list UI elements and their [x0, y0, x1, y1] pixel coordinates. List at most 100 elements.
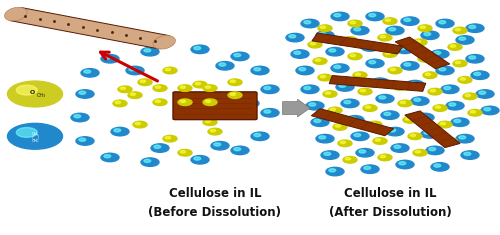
Circle shape	[418, 25, 432, 31]
Circle shape	[219, 63, 226, 66]
Circle shape	[151, 144, 169, 152]
Circle shape	[315, 59, 320, 61]
Circle shape	[154, 145, 160, 148]
Circle shape	[178, 149, 192, 156]
Circle shape	[251, 66, 269, 75]
Circle shape	[386, 26, 404, 35]
Circle shape	[326, 167, 344, 176]
Circle shape	[230, 103, 235, 106]
Circle shape	[406, 80, 424, 89]
Circle shape	[308, 41, 322, 48]
Circle shape	[301, 19, 319, 28]
Circle shape	[71, 113, 89, 122]
Text: O: O	[30, 90, 35, 95]
Circle shape	[309, 103, 316, 106]
Circle shape	[378, 34, 392, 41]
Circle shape	[326, 47, 344, 56]
Circle shape	[341, 99, 359, 108]
Circle shape	[291, 50, 309, 58]
Circle shape	[354, 133, 360, 137]
Circle shape	[129, 68, 136, 71]
Circle shape	[465, 94, 470, 97]
Circle shape	[133, 121, 147, 128]
Text: Cellulose in IL: Cellulose in IL	[169, 187, 261, 200]
Circle shape	[378, 154, 392, 161]
Circle shape	[345, 38, 350, 40]
Circle shape	[484, 108, 490, 111]
Circle shape	[466, 24, 484, 32]
Circle shape	[369, 14, 376, 17]
Circle shape	[313, 58, 327, 64]
Text: (After Dissolution): (After Dissolution)	[328, 206, 452, 219]
Circle shape	[350, 54, 356, 57]
Circle shape	[440, 122, 446, 125]
Circle shape	[384, 112, 390, 115]
Circle shape	[310, 42, 316, 45]
Circle shape	[141, 158, 159, 166]
Circle shape	[445, 139, 450, 141]
Circle shape	[460, 78, 466, 80]
Circle shape	[254, 133, 260, 137]
Circle shape	[316, 31, 334, 39]
Circle shape	[251, 132, 269, 141]
Circle shape	[459, 136, 466, 139]
Circle shape	[261, 85, 279, 94]
Circle shape	[435, 106, 440, 108]
Text: Cellulose in IL: Cellulose in IL	[344, 187, 436, 200]
Circle shape	[135, 122, 140, 125]
Circle shape	[115, 101, 120, 104]
Circle shape	[205, 100, 210, 102]
Circle shape	[120, 87, 126, 90]
Circle shape	[380, 155, 386, 158]
Circle shape	[8, 123, 62, 149]
Circle shape	[368, 121, 382, 128]
Circle shape	[180, 150, 186, 153]
Circle shape	[74, 115, 80, 118]
Circle shape	[411, 97, 429, 105]
Circle shape	[203, 119, 217, 125]
Circle shape	[394, 145, 400, 148]
Circle shape	[453, 27, 467, 34]
Circle shape	[456, 134, 474, 143]
Circle shape	[373, 138, 387, 144]
Circle shape	[449, 103, 456, 106]
Circle shape	[395, 85, 400, 87]
FancyBboxPatch shape	[173, 92, 257, 120]
Circle shape	[346, 116, 364, 124]
Circle shape	[396, 45, 414, 54]
Circle shape	[421, 130, 439, 138]
Circle shape	[439, 68, 446, 71]
Circle shape	[360, 89, 366, 92]
Circle shape	[335, 125, 340, 127]
Circle shape	[211, 141, 229, 150]
Text: CH₃: CH₃	[31, 138, 39, 143]
Circle shape	[454, 119, 460, 122]
Circle shape	[304, 86, 310, 90]
Circle shape	[339, 84, 345, 87]
Circle shape	[414, 98, 420, 101]
Circle shape	[376, 94, 394, 103]
Circle shape	[205, 86, 210, 88]
Circle shape	[241, 99, 259, 108]
Circle shape	[424, 32, 430, 35]
Circle shape	[178, 99, 192, 106]
Circle shape	[155, 86, 160, 88]
Circle shape	[444, 86, 450, 90]
Circle shape	[351, 132, 369, 141]
Circle shape	[348, 20, 362, 27]
Circle shape	[431, 50, 449, 58]
Circle shape	[231, 146, 249, 155]
Circle shape	[448, 44, 462, 50]
Circle shape	[443, 138, 457, 144]
Circle shape	[153, 85, 167, 91]
FancyArrow shape	[282, 99, 310, 117]
Circle shape	[390, 68, 396, 71]
Circle shape	[104, 56, 110, 59]
Circle shape	[418, 55, 432, 62]
Circle shape	[401, 62, 419, 70]
Circle shape	[216, 62, 234, 70]
Circle shape	[286, 33, 304, 42]
Circle shape	[355, 73, 360, 75]
Circle shape	[144, 159, 150, 162]
Circle shape	[323, 91, 337, 97]
